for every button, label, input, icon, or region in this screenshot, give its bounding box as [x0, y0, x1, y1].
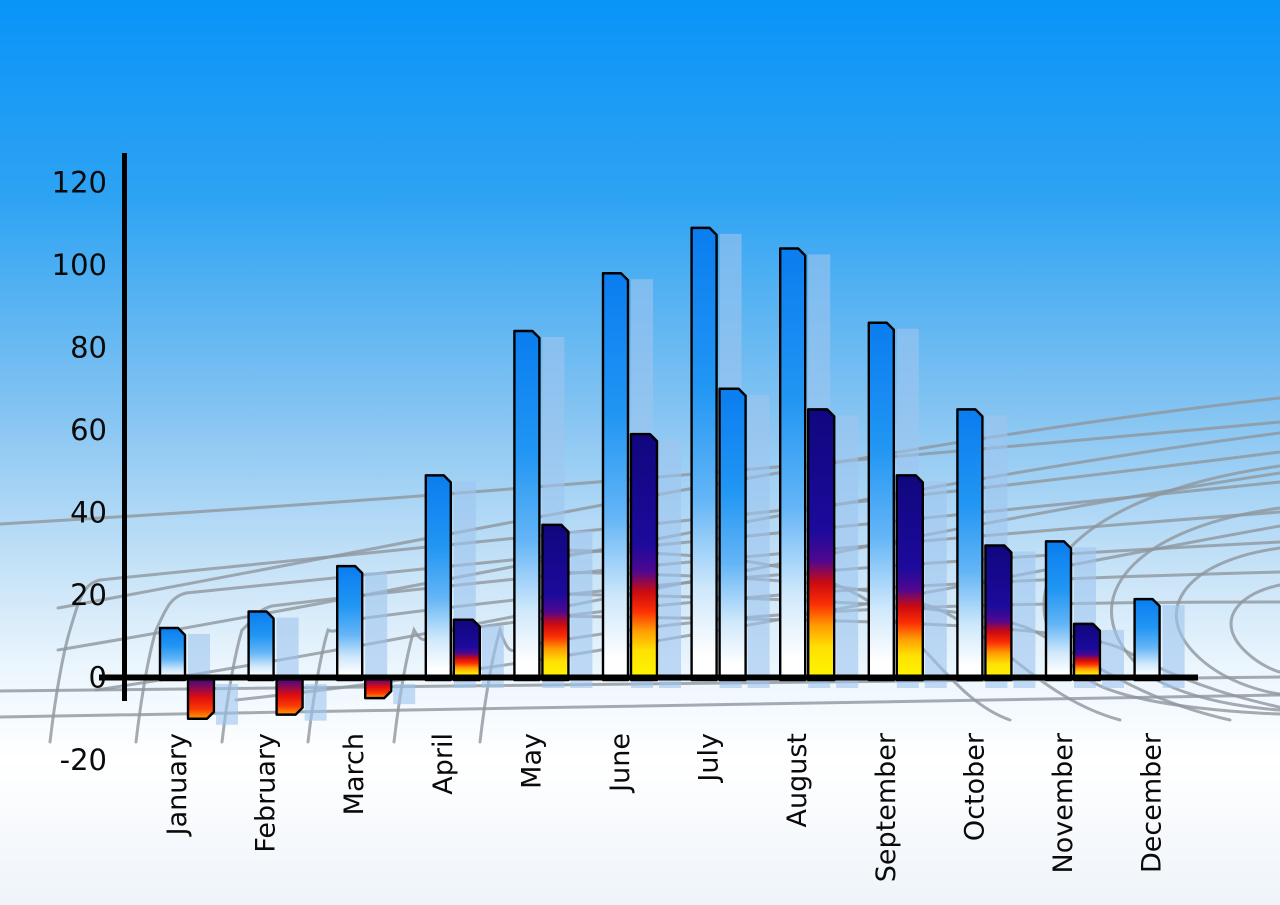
bar-august-secondary [807, 408, 836, 682]
grid-line [1174, 546, 1280, 696]
grid-line [392, 570, 1280, 744]
bar-september-primary [867, 321, 895, 682]
y-tick-label--20: -20 [60, 743, 107, 777]
bar-february-secondary-shadow [304, 684, 327, 721]
axes-group [99, 153, 1198, 701]
bar-july-primary [690, 226, 718, 682]
bar-november-primary [1044, 540, 1073, 682]
bar-july-secondary-shadow [747, 394, 770, 688]
y-tick-label-20: 20 [70, 578, 107, 612]
bar-june-primary [601, 272, 630, 682]
bar-october-secondary-shadow [1013, 551, 1036, 688]
y-axis-labels: 120 100 80 60 40 20 0 -20 [52, 166, 107, 778]
x-label-july: July [694, 733, 725, 784]
bar-april-primary [424, 474, 452, 682]
grid-line [1229, 583, 1280, 674]
bar-april-secondary [452, 618, 481, 682]
bar-august-primary [779, 247, 807, 682]
x-label-february: February [251, 733, 282, 853]
y-axis-line [122, 153, 127, 701]
bar-march-primary [336, 564, 364, 682]
bar-december-primary-shadow [1162, 605, 1185, 688]
bar-march-secondary-shadow [393, 684, 416, 705]
y-tick-label-120: 120 [52, 166, 107, 200]
bar-september-secondary-shadow [924, 481, 947, 688]
bar-january-secondary [186, 674, 216, 720]
y-tick-label-0: 0 [89, 661, 107, 695]
x-axis-zero-line [99, 674, 1198, 681]
x-axis-labels: January February March April May June July Augu… [162, 732, 1168, 882]
bar-may-secondary-shadow [570, 530, 593, 688]
x-label-april: April [428, 733, 459, 795]
bar-april-secondary-shadow [481, 625, 504, 688]
bar-may-primary [513, 329, 541, 682]
y-tick-label-40: 40 [70, 496, 107, 530]
bar-october-primary [956, 408, 984, 682]
bar-november-secondary-shadow [1102, 629, 1124, 688]
bar-october-secondary [984, 544, 1013, 682]
bar-january-secondary-shadow [216, 684, 238, 725]
bar-march-primary-shadow [365, 572, 388, 688]
bar-february-primary-shadow [276, 617, 299, 688]
bar-february-secondary [275, 674, 304, 716]
y-tick-label-60: 60 [70, 413, 107, 447]
bar-september-secondary [895, 474, 924, 682]
bars-group [158, 226, 1185, 725]
bar-july-secondary [718, 387, 747, 682]
x-label-october: October [959, 732, 990, 841]
bar-february-primary [247, 610, 275, 682]
x-label-december: December [1137, 732, 1168, 873]
bar-november-secondary [1072, 622, 1102, 682]
bar-january-primary [158, 626, 187, 682]
x-label-may: May [516, 733, 547, 789]
bar-june-secondary-shadow [659, 440, 681, 688]
x-label-june: June [605, 733, 636, 794]
bar-december-primary [1133, 597, 1161, 682]
x-label-march: March [339, 733, 370, 815]
x-label-january: January [162, 733, 193, 837]
y-tick-label-100: 100 [52, 248, 107, 282]
bar-june-secondary [629, 432, 659, 682]
bar-august-secondary-shadow [836, 415, 859, 688]
x-label-november: November [1048, 732, 1079, 873]
x-label-august: August [782, 733, 813, 828]
bar-may-secondary [541, 523, 570, 682]
x-label-september: September [871, 732, 902, 882]
y-tick-label-80: 80 [70, 331, 107, 365]
